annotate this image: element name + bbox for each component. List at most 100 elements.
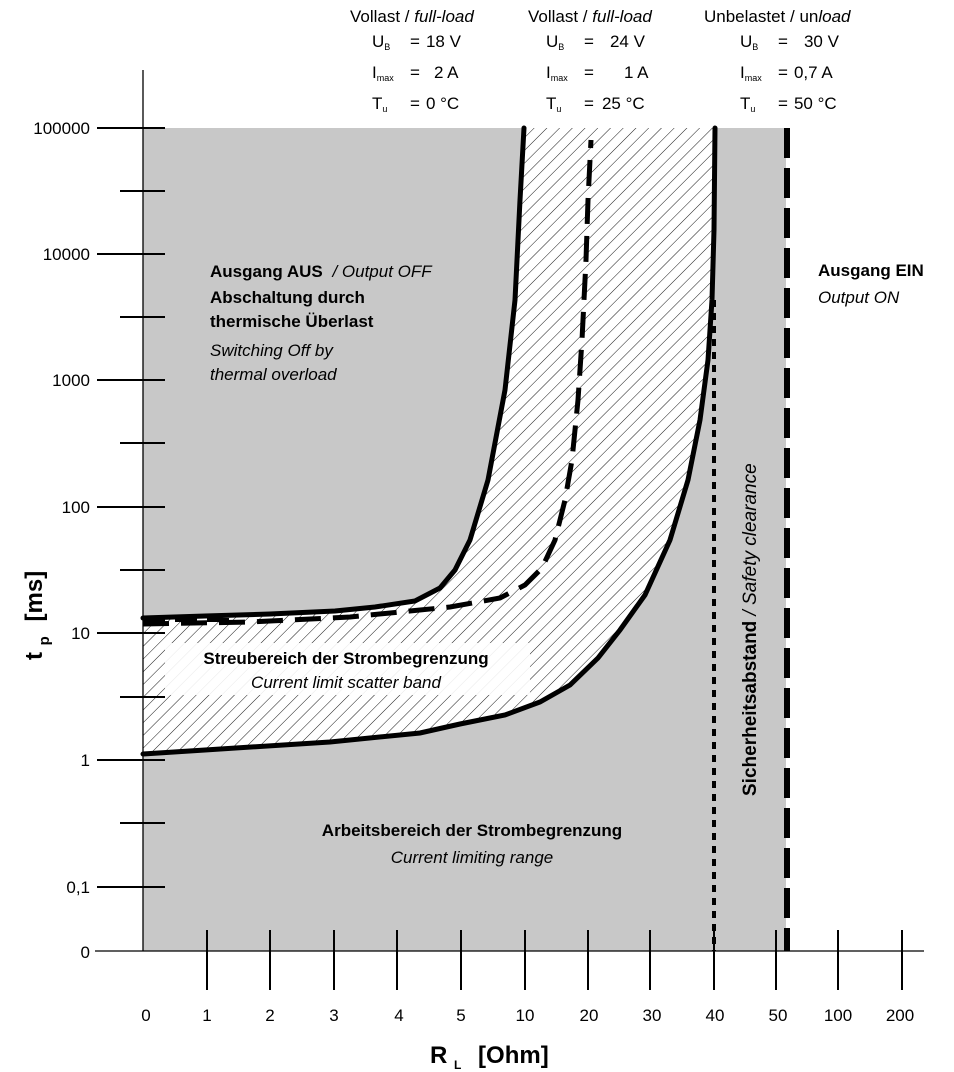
region-output-on-en: Output ON (818, 288, 900, 307)
x-tick-label: 40 (706, 1006, 725, 1025)
imax-value: 1 A (623, 63, 649, 82)
imax-value: 0,7 A (793, 63, 833, 82)
x-tick-label: 0 (141, 1006, 150, 1025)
x-tick-label: 3 (329, 1006, 338, 1025)
x-axis-title: R (430, 1042, 447, 1069)
imax-symbol: I (372, 63, 377, 82)
condition-title-de: Vollast / (350, 7, 410, 26)
x-tick-label: 10 (516, 1006, 535, 1025)
condition-title-en: full-load (592, 7, 652, 26)
region-output-off-en: / Output OFF (331, 262, 433, 281)
y-ticks (97, 127, 165, 888)
region-safety-de: Sicherheitsabstand (740, 621, 761, 796)
ub-value: 30 V (803, 32, 839, 51)
y-axis-title: t (21, 652, 48, 660)
condition-title-en: full-load (414, 7, 474, 26)
x-ticks (206, 930, 903, 990)
condition-18v: Vollast / full-load UB = 18 V Imax = 2 A T… (350, 4, 474, 122)
ub-sub: B (384, 42, 391, 52)
x-tick-label: 4 (394, 1006, 403, 1025)
y-tick-label: 100 (62, 498, 90, 517)
y-axis-unit: [ms] (21, 571, 48, 622)
region-limiting-de: Arbeitsbereich der Strombegrenzung (322, 821, 622, 840)
ub-symbol: U (372, 32, 385, 51)
y-axis-title-sub: p (36, 636, 53, 645)
region-output-on-de: Ausgang EIN (818, 261, 924, 280)
condition-title-en: load (818, 7, 851, 26)
condition-title: Vollast / full-load (528, 4, 652, 29)
imax-sub: max (376, 73, 394, 83)
series-24v-dashed (142, 139, 594, 627)
condition-imax: Imax = 1 A (528, 60, 652, 91)
imax-sub: max (744, 73, 762, 83)
x-tick-label: 200 (886, 1006, 914, 1025)
tu-value: 50 °C (793, 94, 837, 113)
x-tick-label: 2 (265, 1006, 274, 1025)
tu-value: 0 °C (425, 94, 460, 113)
scatter-band (143, 128, 715, 754)
imax-symbol: I (740, 63, 745, 82)
x-tick-label: 5 (456, 1006, 465, 1025)
tu-sub: u (750, 104, 756, 114)
condition-imax: Imax = 2 A (350, 60, 474, 91)
condition-title: Vollast / full-load (350, 4, 474, 29)
condition-tu: Tu = 25 °C (528, 91, 652, 122)
x-tick-label: 100 (824, 1006, 852, 1025)
tu-sub: u (382, 104, 388, 114)
svg-text:Sicherheitsabstand / Sa: Sicherheitsabstand / Safety clearance (740, 463, 761, 796)
region-shutdown-de-2: thermische Überlast (210, 312, 374, 331)
svg-text:t p [ms]: t p [ms] (21, 571, 55, 660)
x-tick-label: 30 (643, 1006, 662, 1025)
y-tick-label: 1000 (52, 371, 90, 390)
y-tick-label: 10000 (43, 245, 90, 264)
condition-title: Unbelastet / unload (704, 4, 851, 29)
tu-symbol: T (740, 94, 751, 113)
ub-symbol: U (546, 32, 559, 51)
series-18v-upper (140, 125, 527, 621)
y-tick-label: 0 (81, 943, 90, 962)
region-scatter-de: Streubereich der Strombegrenzung (203, 649, 488, 668)
condition-ub: UB = 18 V (350, 29, 474, 60)
ub-sub: B (752, 42, 759, 52)
x-tick-label: 1 (202, 1006, 211, 1025)
condition-24v: Vollast / full-load UB = 24 V Imax = 1 A T… (528, 4, 652, 122)
region-shutdown-en-2: thermal overload (210, 365, 337, 384)
condition-title-de: Unbelastet / un (704, 7, 819, 26)
ub-value: 18 V (425, 32, 461, 51)
tu-value: 25 °C (601, 94, 645, 113)
tu-sub: u (556, 104, 562, 114)
series-18v-lower (140, 125, 718, 757)
ub-symbol: U (740, 32, 753, 51)
y-tick-label: 0,1 (66, 878, 90, 897)
x-tick-label: 50 (769, 1006, 788, 1025)
region-safety-en: / Safety clearance (740, 463, 761, 617)
x-axis-title-sub: L (454, 1058, 461, 1072)
region-output-off-de: Ausgang AUS (210, 262, 323, 281)
condition-imax: Imax = 0,7 A (704, 60, 851, 91)
condition-tu: Tu = 50 °C (704, 91, 851, 122)
tu-symbol: T (372, 94, 383, 113)
condition-title-de: Vollast / (528, 7, 588, 26)
tu-symbol: T (546, 94, 557, 113)
y-tick-label: 10 (71, 624, 90, 643)
x-tick-label: 20 (580, 1006, 599, 1025)
ub-sub: B (558, 42, 565, 52)
region-shutdown-de-1: Abschaltung durch (210, 288, 365, 307)
y-tick-label: 1 (81, 751, 90, 770)
imax-sub: max (550, 73, 568, 83)
svg-text:R L [Ohm]: R L [Ohm] (430, 1042, 549, 1072)
condition-ub: UB = 24 V (528, 29, 652, 60)
y-tick-label: 100000 (33, 119, 90, 138)
ub-value: 24 V (609, 32, 645, 51)
condition-tu: Tu = 0 °C (350, 91, 474, 122)
condition-30v: Unbelastet / unload UB = 30 V Imax = 0,7 A… (704, 4, 851, 122)
region-shutdown-en-1: Switching Off by (210, 341, 334, 360)
region-limiting-en: Current limiting range (391, 848, 554, 867)
imax-symbol: I (546, 63, 551, 82)
x-axis-unit: [Ohm] (478, 1042, 549, 1069)
scatter-label-backdrop (165, 643, 530, 695)
imax-value: 2 A (433, 63, 459, 82)
condition-ub: UB = 30 V (704, 29, 851, 60)
region-scatter-en: Current limit scatter band (251, 673, 441, 692)
